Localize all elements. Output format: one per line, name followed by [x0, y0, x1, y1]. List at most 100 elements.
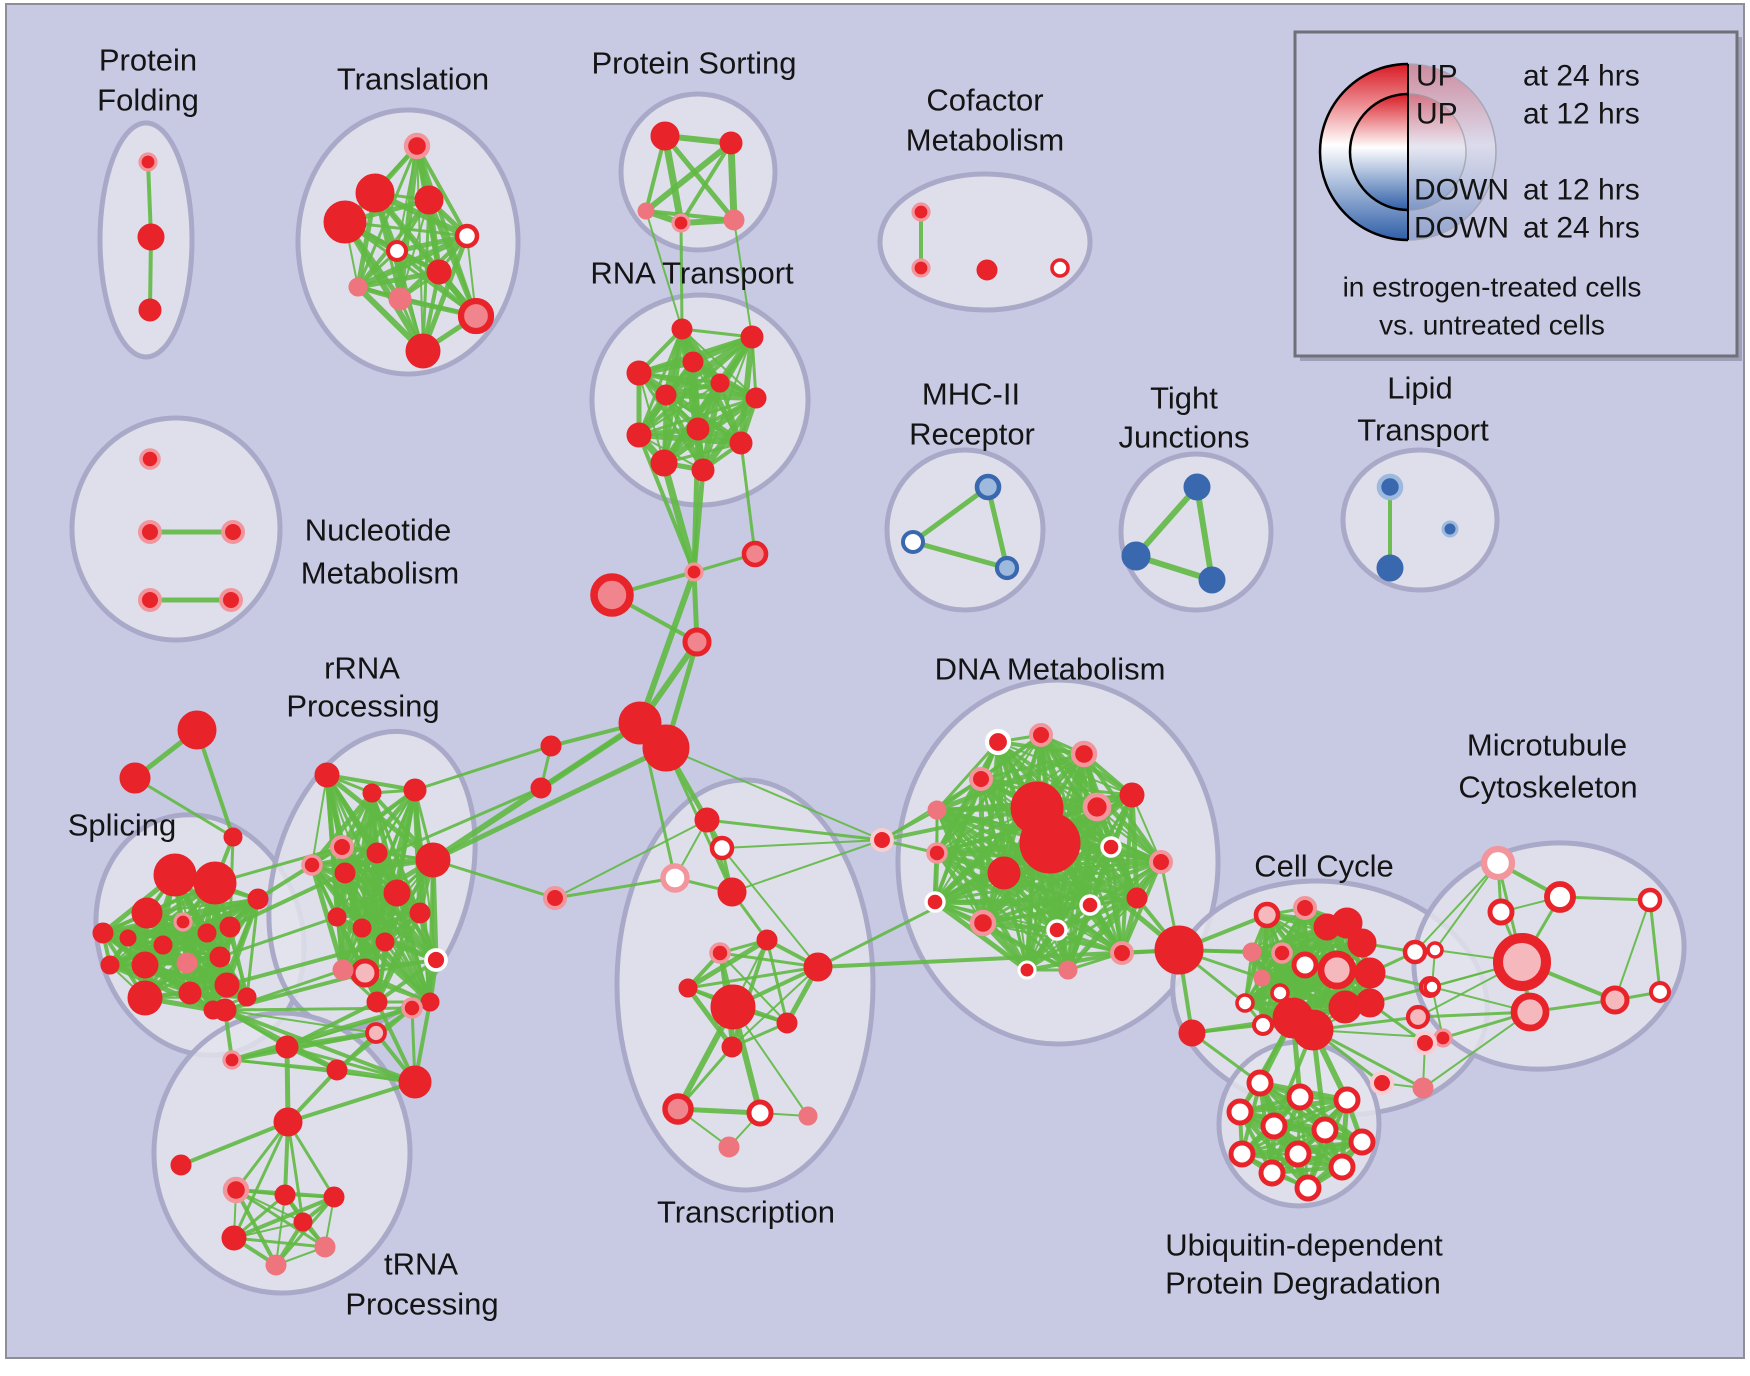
- node-RR7[interactable]: [366, 842, 388, 864]
- node-DN15[interactable]: [969, 909, 997, 937]
- node-RR14[interactable]: [350, 958, 380, 988]
- node-RR4[interactable]: [330, 835, 354, 859]
- node-UB3[interactable]: [1333, 1086, 1361, 1114]
- node-DN8[interactable]: [1019, 812, 1081, 874]
- node-SP11[interactable]: [131, 951, 159, 979]
- node-UB1[interactable]: [1246, 1069, 1274, 1097]
- node-RR3[interactable]: [403, 778, 427, 802]
- node-RR18[interactable]: [420, 992, 440, 1012]
- node-SP9[interactable]: [153, 935, 173, 955]
- node-TJ2[interactable]: [1121, 541, 1151, 571]
- node-SP6[interactable]: [173, 912, 193, 932]
- node-CB3[interactable]: [590, 573, 634, 617]
- node-CC27[interactable]: [1413, 1031, 1437, 1055]
- node-MT6[interactable]: [1600, 985, 1630, 1015]
- node-TR2[interactable]: [355, 173, 395, 213]
- node-CC25[interactable]: [1370, 1071, 1394, 1095]
- node-CB1[interactable]: [684, 562, 704, 582]
- node-CC26[interactable]: [1412, 1077, 1434, 1099]
- node-DN13[interactable]: [1149, 850, 1173, 874]
- node-PF2[interactable]: [137, 223, 165, 251]
- node-NM4[interactable]: [138, 588, 162, 612]
- node-CC8[interactable]: [1242, 942, 1262, 962]
- node-TJ3[interactable]: [1198, 566, 1226, 594]
- node-TN4[interactable]: [274, 1184, 296, 1206]
- node-CF4[interactable]: [1050, 258, 1070, 278]
- node-TU3[interactable]: [222, 1050, 242, 1070]
- node-MH3[interactable]: [994, 555, 1020, 581]
- node-SP8[interactable]: [219, 916, 241, 938]
- node-RR8[interactable]: [415, 842, 451, 878]
- node-TR6[interactable]: [385, 239, 409, 263]
- node-RT3[interactable]: [626, 360, 652, 386]
- node-UB7[interactable]: [1348, 1128, 1376, 1156]
- node-TX14[interactable]: [798, 1106, 818, 1126]
- node-PS2[interactable]: [719, 131, 743, 155]
- node-DN5[interactable]: [1119, 782, 1145, 808]
- node-DN12[interactable]: [987, 856, 1021, 890]
- node-MT1[interactable]: [1480, 845, 1516, 881]
- node-RT5[interactable]: [655, 384, 677, 406]
- node-TR9[interactable]: [388, 287, 412, 311]
- node-NM5[interactable]: [219, 588, 243, 612]
- node-CC1[interactable]: [1154, 925, 1204, 975]
- node-CC20[interactable]: [1292, 1009, 1334, 1051]
- node-TU6[interactable]: [401, 997, 423, 1019]
- node-TX13[interactable]: [746, 1099, 774, 1127]
- node-MT10[interactable]: [1648, 980, 1672, 1004]
- node-PF1[interactable]: [138, 152, 158, 172]
- node-RR15[interactable]: [424, 948, 448, 972]
- node-PS5[interactable]: [723, 209, 745, 231]
- node-SP3[interactable]: [131, 897, 163, 929]
- node-TN9[interactable]: [293, 1212, 313, 1232]
- node-RR12[interactable]: [352, 918, 372, 938]
- node-CC14[interactable]: [1270, 983, 1290, 1003]
- node-CC11[interactable]: [1317, 950, 1357, 990]
- node-TR4[interactable]: [414, 185, 444, 215]
- node-NM2[interactable]: [138, 520, 162, 544]
- node-CC7[interactable]: [1347, 928, 1377, 958]
- node-CC4[interactable]: [1293, 896, 1317, 920]
- node-CC10[interactable]: [1291, 951, 1319, 979]
- node-CC2[interactable]: [1178, 1019, 1206, 1047]
- node-PS4[interactable]: [671, 213, 691, 233]
- node-RR13[interactable]: [375, 932, 395, 952]
- node-PS3[interactable]: [637, 202, 655, 220]
- node-RR5[interactable]: [301, 854, 323, 876]
- node-CC18[interactable]: [1251, 1013, 1275, 1037]
- node-DNL[interactable]: [870, 828, 894, 852]
- node-UB12[interactable]: [1294, 1174, 1322, 1202]
- node-TR10[interactable]: [457, 297, 495, 335]
- node-RR17[interactable]: [366, 991, 388, 1013]
- node-RR9[interactable]: [383, 879, 411, 907]
- node-TX7[interactable]: [803, 952, 833, 982]
- node-DN18[interactable]: [1046, 919, 1068, 941]
- node-UB4[interactable]: [1226, 1098, 1254, 1126]
- node-SP12[interactable]: [176, 952, 198, 974]
- node-CF3[interactable]: [976, 259, 998, 281]
- node-MT3[interactable]: [1487, 898, 1515, 926]
- node-RT7[interactable]: [745, 387, 767, 409]
- node-CB7[interactable]: [540, 735, 562, 757]
- node-UB5[interactable]: [1260, 1112, 1288, 1140]
- node-RR11[interactable]: [327, 907, 347, 927]
- node-SP7[interactable]: [197, 923, 217, 943]
- node-TU2[interactable]: [275, 1035, 299, 1059]
- node-TN1[interactable]: [273, 1107, 303, 1137]
- node-RR6[interactable]: [334, 862, 356, 884]
- node-SP4[interactable]: [92, 922, 114, 944]
- node-MT7[interactable]: [1426, 941, 1444, 959]
- node-CB8[interactable]: [530, 777, 552, 799]
- node-DN19[interactable]: [1110, 941, 1134, 965]
- node-DN2[interactable]: [1029, 723, 1053, 747]
- node-CC24[interactable]: [1433, 1028, 1453, 1048]
- node-ST3[interactable]: [223, 827, 243, 847]
- node-TX15[interactable]: [718, 1136, 740, 1158]
- node-DN6[interactable]: [927, 800, 947, 820]
- node-TR1[interactable]: [403, 132, 431, 160]
- node-MT4[interactable]: [1492, 932, 1552, 992]
- node-UB2[interactable]: [1286, 1083, 1314, 1111]
- node-CC3[interactable]: [1253, 901, 1281, 929]
- node-DN4[interactable]: [969, 767, 993, 791]
- node-RR1[interactable]: [314, 762, 340, 788]
